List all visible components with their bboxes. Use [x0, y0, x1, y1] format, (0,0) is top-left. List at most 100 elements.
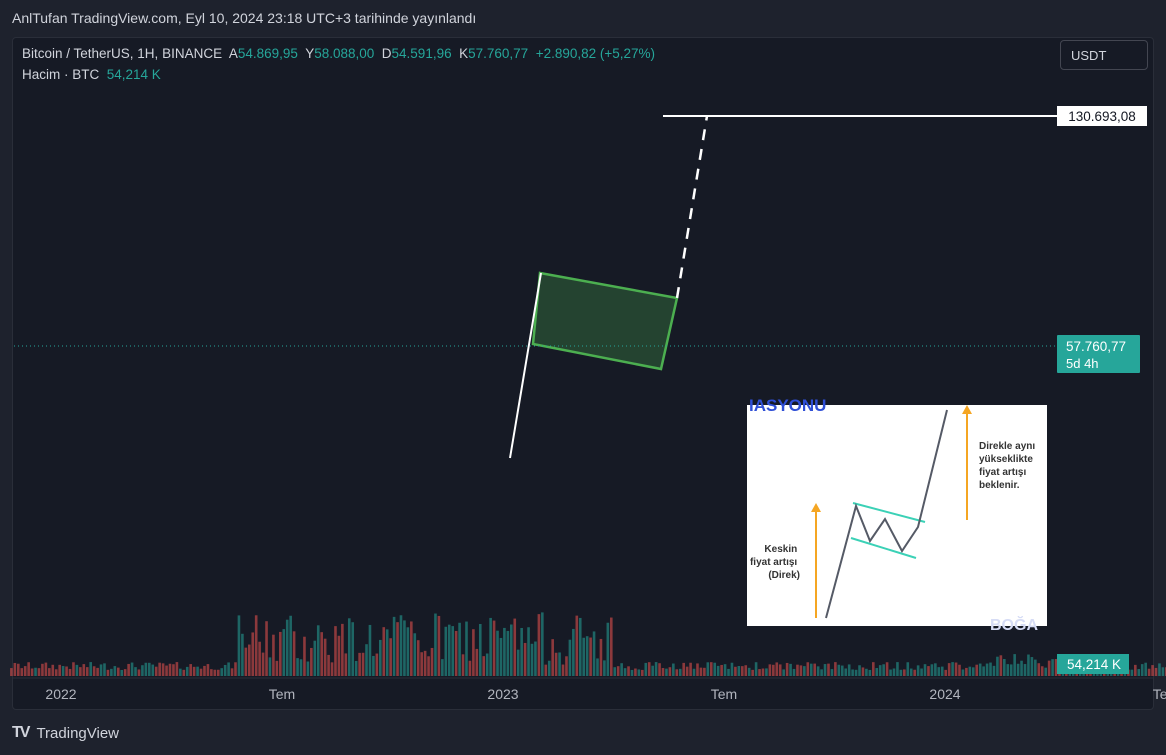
volume-bar — [847, 664, 851, 676]
volume-bar — [275, 660, 279, 676]
volume-bar — [768, 664, 772, 676]
volume-bar — [289, 615, 292, 676]
currency-button[interactable]: USDT — [1060, 40, 1148, 70]
published-caption: AnlTufan TradingView.com, Eyl 10, 2024 2… — [12, 10, 477, 26]
volume-bar — [961, 669, 965, 676]
volume-bar — [134, 667, 137, 676]
volume-bar — [1034, 659, 1037, 676]
volume-bar — [465, 621, 468, 676]
volume-bar — [765, 668, 768, 676]
volume-bar — [682, 662, 685, 676]
volume-bar — [792, 668, 796, 676]
volume-bar — [954, 662, 958, 676]
inset-price-path — [825, 409, 948, 619]
volume-bar — [837, 664, 841, 676]
volume-bar — [637, 669, 641, 676]
volume-bar — [492, 620, 496, 676]
volume-bar — [551, 639, 554, 676]
volume-bar — [623, 668, 627, 676]
x-tick-label: 2023 — [487, 686, 518, 702]
volume-bar — [668, 667, 672, 676]
volume-legend: Hacim · BTC 54,214 K — [22, 67, 161, 82]
volume-bar — [578, 617, 582, 676]
volume-bar — [261, 652, 265, 676]
volume-bar — [720, 664, 723, 676]
volume-bar — [558, 652, 561, 676]
volume-bar — [1037, 663, 1041, 676]
volume-bar — [403, 620, 406, 676]
volume-bar — [168, 663, 172, 676]
volume-bar — [89, 662, 93, 676]
volume-bar — [503, 627, 506, 676]
volume-bar — [413, 633, 417, 676]
volume-bar — [285, 619, 289, 676]
volume-bar — [1137, 669, 1141, 676]
volume-bar — [827, 663, 830, 676]
volume-bar — [951, 662, 954, 676]
volume-bar — [630, 669, 634, 676]
volume-bar — [865, 668, 868, 676]
volume-bar — [530, 643, 534, 676]
volume-bar — [268, 657, 272, 676]
volume-bar — [475, 648, 479, 676]
target-price-box — [1057, 106, 1147, 126]
volume-bar — [909, 668, 913, 676]
volume-bar — [1009, 664, 1013, 676]
volume-bar — [613, 667, 617, 676]
volume-bar — [265, 621, 268, 676]
volume-bar — [316, 625, 320, 676]
open-value: 54.869,95 — [237, 46, 298, 61]
volume-bar — [199, 668, 203, 676]
volume-bar — [451, 626, 455, 676]
volume-bar — [582, 637, 586, 676]
volume-bar — [689, 662, 692, 676]
volume-bar — [478, 624, 482, 676]
flag-pattern-inset: IASYONU Keskin fiyat artışı (Direk) Dire… — [747, 396, 1047, 634]
volume-bar — [744, 665, 748, 676]
volume-bar — [606, 622, 610, 676]
volume-bar — [927, 666, 930, 676]
volume-bar — [472, 629, 475, 676]
volume-bar — [20, 668, 24, 676]
volume-bar — [461, 654, 465, 676]
volume-bar — [189, 664, 192, 676]
volume-bar — [341, 623, 344, 676]
volume-bar — [1013, 654, 1016, 676]
volume-bar — [454, 630, 458, 676]
volume-bar — [658, 663, 661, 676]
volume-bar — [661, 668, 665, 676]
volume-bar — [379, 639, 382, 676]
volume-bar — [444, 626, 448, 676]
volume-bar — [234, 662, 237, 676]
flag-channel[interactable] — [531, 271, 679, 371]
volume-bar — [441, 659, 444, 676]
volume-bar — [806, 662, 810, 676]
volume-bar — [947, 663, 951, 676]
volume-badge-box — [1057, 654, 1129, 674]
volume-bar — [761, 668, 765, 676]
volume-bar — [775, 662, 779, 676]
volume-bar — [716, 665, 720, 676]
volume-bar — [903, 669, 906, 676]
volume-bar — [244, 647, 248, 676]
volume-bar — [565, 656, 568, 676]
volume-bar — [706, 662, 710, 676]
volume-bar — [282, 629, 286, 676]
volume-bar — [758, 669, 761, 676]
volume-bar — [48, 668, 51, 676]
volume-bar — [137, 669, 141, 676]
flagpole-line[interactable] — [509, 272, 542, 459]
volume-bar — [499, 637, 503, 676]
volume-bar — [113, 666, 117, 676]
volume-bar — [427, 656, 430, 676]
symbol-legend: Bitcoin / TetherUS, 1H, BINANCE A54.869,… — [22, 46, 656, 61]
projection-dashed-line[interactable] — [675, 115, 709, 299]
change-value: +2.890,82 (+5,27%) — [535, 46, 656, 61]
volume-bar — [937, 667, 941, 676]
volume-bar — [703, 667, 706, 676]
volume-bar — [206, 664, 210, 676]
volume-bar — [672, 663, 675, 676]
volume-bar — [568, 639, 572, 676]
volume-bar — [823, 664, 827, 676]
